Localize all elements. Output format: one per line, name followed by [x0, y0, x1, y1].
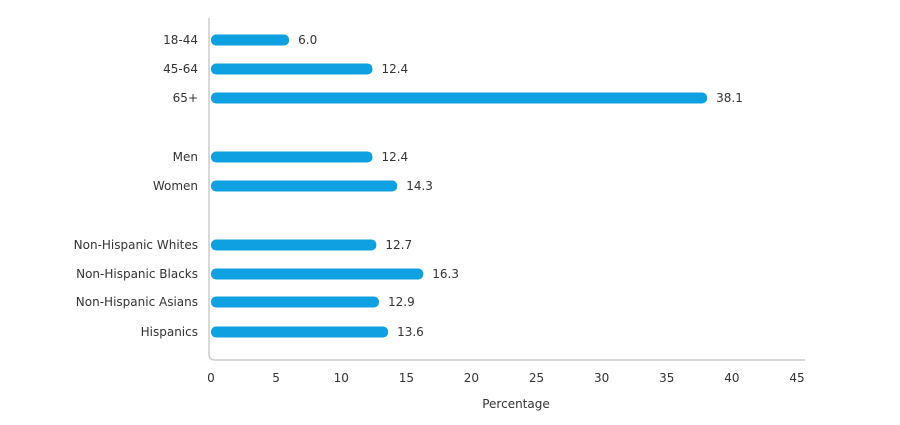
value-labels: 6.0 12.4 38.1 12.4 14.3 12.7 16.3 12.9 13.6 — [298, 33, 743, 339]
category-labels: 18-44 45-64 65+ Men Women Non-Hispanic Whites… — [74, 33, 198, 339]
value-label: 6.0 — [298, 33, 317, 47]
category-label: 45-64 — [163, 62, 198, 76]
value-label: 16.3 — [432, 267, 459, 281]
bar-18-44 — [211, 34, 290, 46]
category-label: Men — [173, 150, 198, 164]
bar-non-hispanic-whites — [211, 239, 377, 251]
x-tick-labels: 0 5 10 15 20 25 30 35 40 45 — [207, 371, 804, 385]
x-tick-label: 5 — [272, 371, 280, 385]
bar-non-hispanic-blacks — [211, 268, 424, 280]
value-label: 12.4 — [381, 150, 408, 164]
x-tick-label: 35 — [659, 371, 674, 385]
x-tick-label: 25 — [529, 371, 544, 385]
value-label: 38.1 — [716, 91, 743, 105]
x-tick-label: 20 — [464, 371, 479, 385]
value-label: 14.3 — [406, 179, 433, 193]
bar-men — [211, 151, 373, 163]
x-tick-label: 30 — [594, 371, 609, 385]
x-tick-label: 45 — [789, 371, 804, 385]
category-label: 65+ — [173, 91, 198, 105]
bar-45-64 — [211, 63, 373, 75]
category-label: 18-44 — [163, 33, 198, 47]
value-label: 13.6 — [397, 325, 424, 339]
x-tick-label: 0 — [207, 371, 215, 385]
category-label: Women — [153, 179, 198, 193]
x-tick-label: 15 — [399, 371, 414, 385]
value-label: 12.7 — [385, 238, 412, 252]
category-label: Non-Hispanic Blacks — [76, 267, 198, 281]
bars-layer — [211, 34, 708, 338]
category-label: Hispanics — [141, 325, 198, 339]
x-axis-title: Percentage — [482, 397, 550, 411]
category-label: Non-Hispanic Whites — [74, 238, 198, 252]
x-tick-label: 10 — [334, 371, 349, 385]
bar-hispanics — [211, 326, 389, 338]
category-label: Non-Hispanic Asians — [76, 295, 198, 309]
bar-65- — [211, 92, 708, 104]
x-tick-label: 40 — [724, 371, 739, 385]
axis-line — [208, 18, 805, 361]
value-label: 12.9 — [388, 295, 415, 309]
bar-non-hispanic-asians — [211, 296, 379, 308]
bar-women — [211, 180, 398, 192]
axes-layer — [208, 18, 805, 361]
value-label: 12.4 — [381, 62, 408, 76]
